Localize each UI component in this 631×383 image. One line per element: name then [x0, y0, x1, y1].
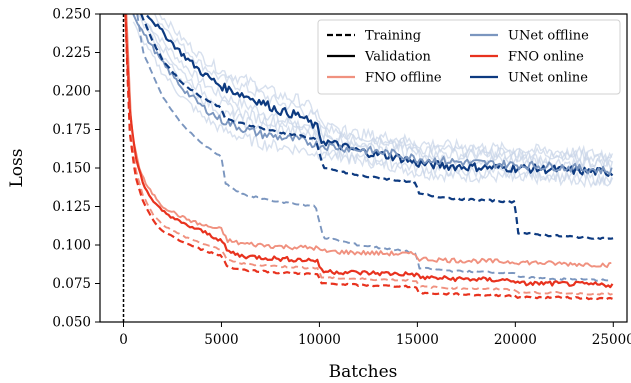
- y-axis: 0.050 0.075 0.100 0.125 0.150 0.175 0.200 0.225…: [52, 7, 100, 331]
- x-tick-label: 15000: [396, 332, 439, 348]
- background-run-line: [132, 21, 613, 187]
- background-run-line: [146, 22, 614, 189]
- y-tick-label: 0.050: [52, 315, 91, 331]
- legend-frame: [317, 19, 621, 95]
- y-tick-label: 0.250: [52, 7, 91, 23]
- x-tick-label: 5000: [204, 332, 238, 348]
- y-tick-label: 0.200: [52, 84, 91, 100]
- y-axis-label: Loss: [7, 149, 27, 188]
- x-tick-label: 20000: [494, 332, 537, 348]
- background-runs: [132, 14, 614, 189]
- x-axis-label: Batches: [329, 362, 398, 382]
- legend-label: UNet online: [508, 71, 588, 86]
- background-run-line: [141, 14, 613, 163]
- y-tick-label: 0.175: [52, 122, 91, 138]
- y-tick-label: 0.100: [52, 238, 91, 254]
- legend: Training Validation FNO offline UNet offlin…: [317, 19, 621, 95]
- x-tick-label: 10000: [298, 332, 341, 348]
- y-tick-label: 0.225: [52, 45, 91, 61]
- x-tick-label: 25000: [592, 332, 631, 348]
- series-layer: [124, 14, 614, 301]
- series-line: [124, 14, 613, 296]
- series-line: [125, 14, 612, 269]
- x-tick-label: 0: [119, 332, 128, 348]
- legend-label: UNet offline: [508, 29, 589, 44]
- series-line: [132, 14, 613, 176]
- legend-label: FNO online: [508, 50, 584, 65]
- series-line: [140, 14, 614, 241]
- y-tick-label: 0.075: [52, 276, 91, 292]
- x-axis: 0 5000 10000 15000 20000 25000: [119, 322, 631, 348]
- series-line: [124, 14, 614, 289]
- legend-label: Validation: [364, 50, 432, 65]
- legend-label: FNO offline: [365, 71, 442, 86]
- legend-label: Training: [365, 29, 421, 44]
- y-tick-label: 0.125: [52, 199, 91, 215]
- series-line: [136, 14, 612, 282]
- y-tick-label: 0.150: [52, 161, 91, 177]
